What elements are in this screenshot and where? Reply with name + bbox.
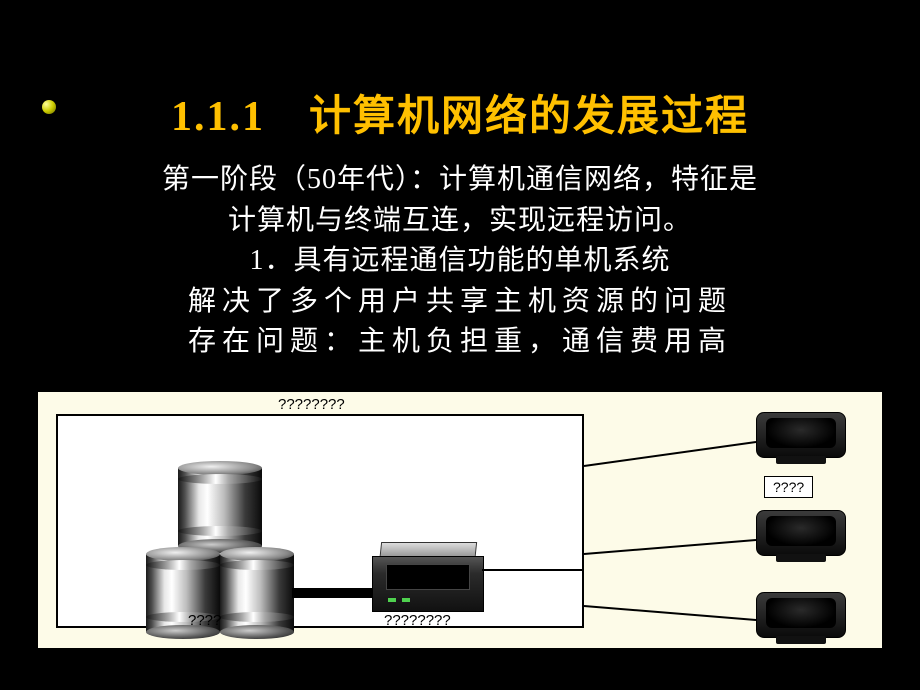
- body-line-1: 第一阶段（50年代）：计算机通信网络，特征是: [0, 160, 920, 201]
- slide-title: 1.1.1 计算机网络的发展过程: [0, 82, 920, 143]
- diagram-frame: ????????: [36, 390, 884, 650]
- slide: 1.1.1 计算机网络的发展过程 第一阶段（50年代）：计算机通信网络，特征是 …: [0, 0, 920, 690]
- body-line-2: 计算机与终端互连，实现远程访问。: [0, 201, 920, 242]
- terminal-3-icon: [756, 592, 846, 644]
- body-line-5: 存在问题：主机负担重，通信费用高: [0, 322, 920, 363]
- body-line-3: 1．具有远程通信功能的单机系统: [0, 241, 920, 282]
- body-line-4: 解决了多个用户共享主机资源的问题: [0, 282, 920, 323]
- slide-body: 第一阶段（50年代）：计算机通信网络，特征是 计算机与终端互连，实现远程访问。 …: [0, 160, 920, 363]
- terminal-2-icon: [756, 510, 846, 562]
- terminal-1-icon: [756, 412, 846, 464]
- terminal-label-box: ????: [764, 476, 813, 498]
